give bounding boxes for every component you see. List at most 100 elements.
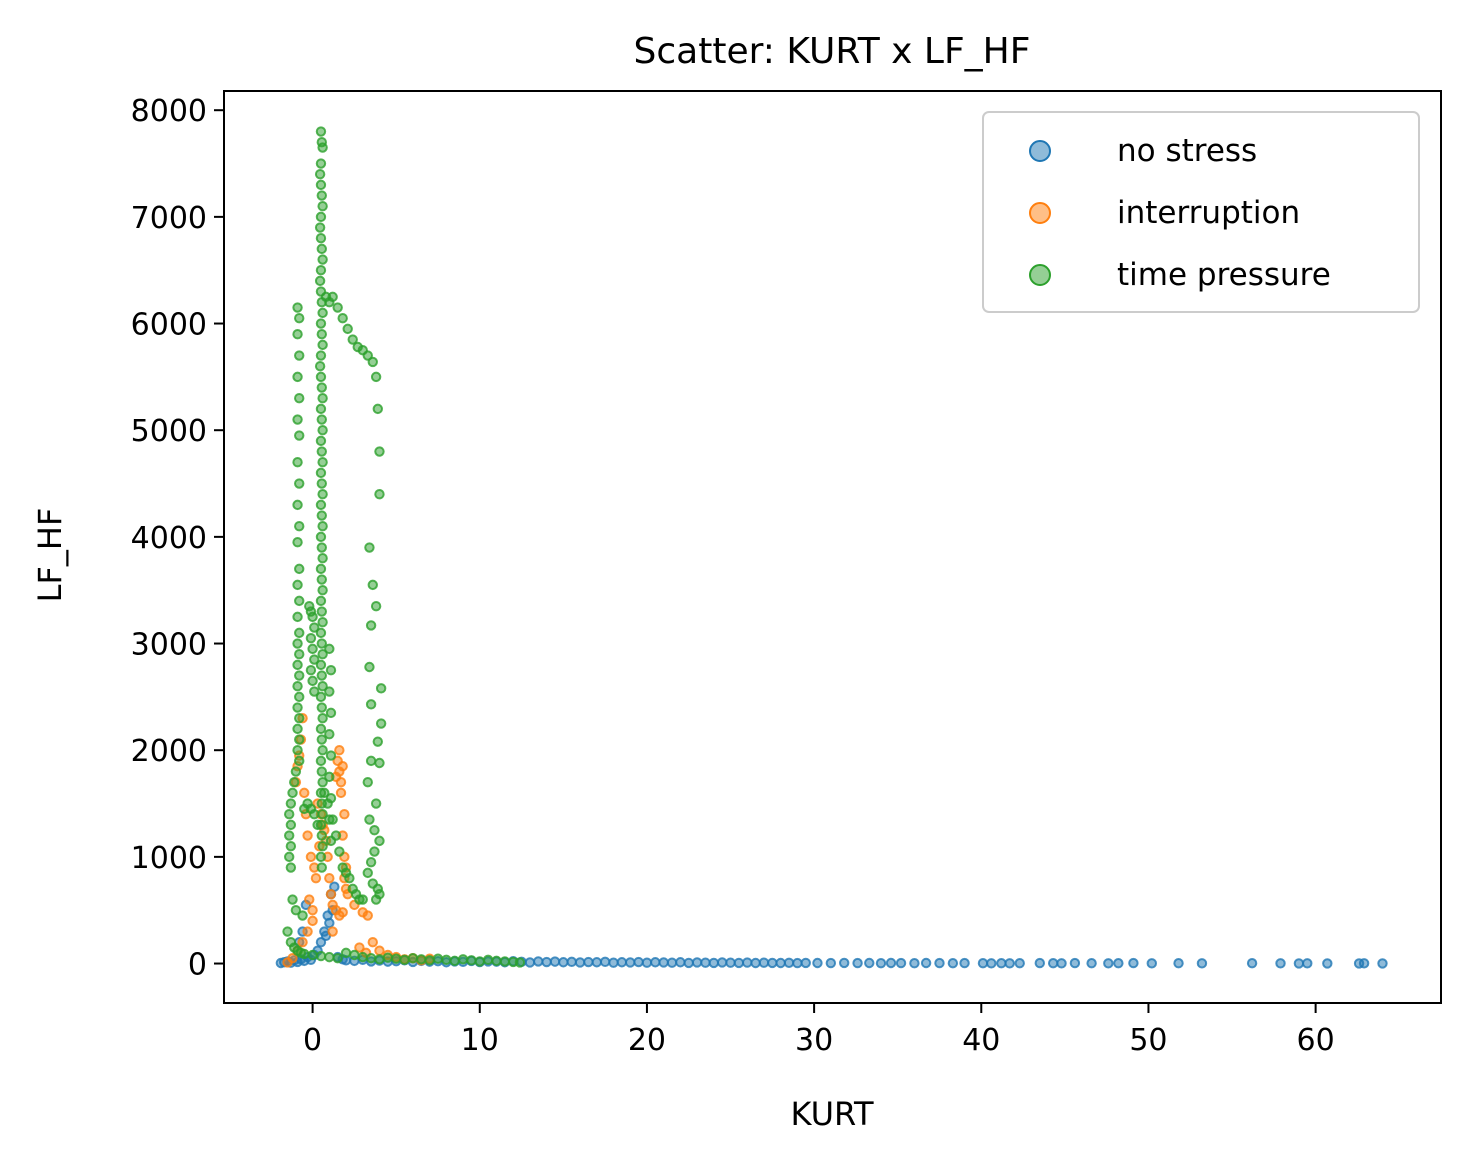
scatter-point xyxy=(324,917,335,929)
scatter-point xyxy=(317,777,328,788)
scatter-point xyxy=(327,291,338,303)
legend-marker-interruption xyxy=(1029,202,1051,224)
scatter-point xyxy=(315,126,327,137)
scatter-point xyxy=(314,222,326,233)
scatter-point xyxy=(325,707,337,719)
scatter-point xyxy=(364,661,375,673)
scatter-point xyxy=(317,489,328,500)
scatter-point xyxy=(315,723,327,735)
scatter-point xyxy=(1014,958,1025,969)
scatter-point xyxy=(294,478,305,489)
scatter-point xyxy=(800,957,811,969)
y-tick-label: 6000 xyxy=(131,308,207,343)
scatter-point xyxy=(474,956,485,967)
plot-frame xyxy=(223,90,1442,1004)
scatter-point xyxy=(304,894,315,905)
scatter-point xyxy=(305,851,317,863)
scatter-point xyxy=(839,957,850,969)
scatter-point xyxy=(317,339,328,351)
scatter-point xyxy=(316,766,327,777)
scatter-point xyxy=(292,659,303,671)
scatter-point xyxy=(315,467,327,479)
scatter-point xyxy=(317,553,328,564)
scatter-point xyxy=(307,905,318,916)
scatter-point xyxy=(315,318,327,329)
scatter-point xyxy=(317,201,328,212)
scatter-point xyxy=(316,862,327,873)
scatter-point xyxy=(316,574,327,585)
scatter-point xyxy=(307,949,318,961)
scatter-point xyxy=(625,957,636,968)
scatter-point xyxy=(1034,957,1045,969)
scatter-point xyxy=(294,755,305,767)
legend-label-time-pressure: time pressure xyxy=(1117,257,1331,293)
scatter-point xyxy=(309,809,320,820)
scatter-point xyxy=(767,957,778,969)
x-tick-label: 50 xyxy=(1129,1023,1167,1058)
scatter-point xyxy=(441,954,452,965)
scatter-point xyxy=(365,620,377,631)
scatter-point xyxy=(315,691,327,703)
scatter-point xyxy=(675,957,686,968)
scatter-point xyxy=(334,745,345,756)
scatter-point xyxy=(309,686,320,697)
scatter-point xyxy=(316,190,327,201)
scatter-point xyxy=(305,633,317,644)
scatter-point xyxy=(324,771,335,783)
scatter-point xyxy=(367,937,378,948)
scatter-point xyxy=(382,952,394,963)
scatter-point xyxy=(885,957,897,969)
scatter-point xyxy=(305,665,317,676)
scatter-point xyxy=(287,953,298,964)
scatter-point xyxy=(317,681,328,692)
scatter-point xyxy=(315,265,327,276)
scatter-point xyxy=(317,307,328,319)
scatter-point xyxy=(294,595,305,607)
scatter-point xyxy=(285,862,297,873)
scatter-point xyxy=(314,169,326,180)
scatter-point xyxy=(1004,958,1015,969)
scatter-point xyxy=(292,723,303,735)
scatter-point xyxy=(317,617,328,628)
scatter-point xyxy=(365,755,377,767)
scatter-point xyxy=(370,601,382,612)
scatter-point xyxy=(650,957,661,968)
x-tick-label: 20 xyxy=(628,1023,666,1058)
scatter-point xyxy=(307,675,318,687)
scatter-point xyxy=(315,627,327,639)
scatter-point xyxy=(307,915,318,927)
legend-label-no-stress: no stress xyxy=(1117,133,1257,169)
scatter-point xyxy=(369,825,380,836)
scatter-point xyxy=(533,956,544,967)
scatter-point xyxy=(337,907,348,918)
legend-marker-time-pressure xyxy=(1029,264,1051,286)
scatter-point xyxy=(292,329,303,340)
scatter-point xyxy=(317,521,328,532)
scatter-point xyxy=(322,798,333,809)
scatter-point xyxy=(365,953,377,964)
scatter-point xyxy=(294,691,305,703)
scatter-point xyxy=(1322,958,1333,969)
scatter-point xyxy=(317,841,328,852)
scatter-point xyxy=(332,302,343,313)
scatter-point xyxy=(959,957,970,969)
scatter-point xyxy=(566,956,577,968)
scatter-point xyxy=(315,233,327,244)
scatter-point xyxy=(325,889,337,900)
scatter-point xyxy=(700,957,711,968)
scatter-point xyxy=(514,957,526,968)
scatter-point xyxy=(365,857,377,868)
scatter-point xyxy=(315,851,327,863)
scatter-point xyxy=(283,851,295,863)
scatter-point xyxy=(290,766,302,777)
scatter-point xyxy=(327,926,338,937)
y-tick-label: 1000 xyxy=(131,841,207,876)
scatter-point xyxy=(316,702,327,713)
scatter-point xyxy=(317,713,328,724)
scatter-point xyxy=(482,954,494,965)
scatter-point xyxy=(864,957,875,969)
scatter-point xyxy=(292,371,303,383)
scatter-point xyxy=(750,957,761,969)
scatter-point xyxy=(292,537,303,548)
scatter-point xyxy=(307,611,318,623)
